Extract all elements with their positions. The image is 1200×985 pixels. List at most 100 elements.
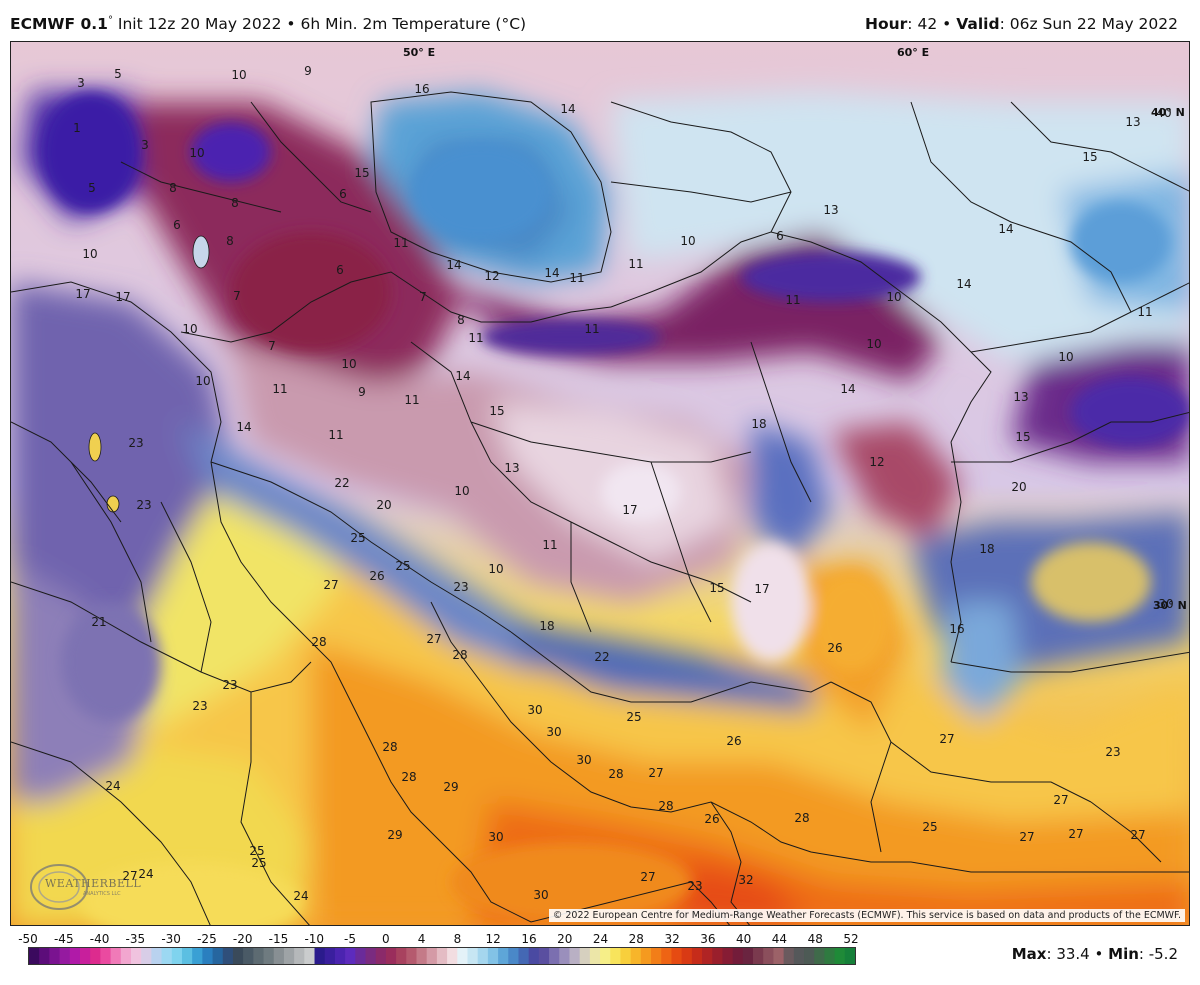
colorbar-gradient bbox=[29, 948, 856, 964]
temperature-value: 14 bbox=[840, 382, 855, 396]
colorbar-swatch bbox=[722, 948, 734, 964]
temperature-value: 24 bbox=[105, 779, 120, 793]
temperature-value: 23 bbox=[687, 879, 702, 893]
temperature-value: 23 bbox=[136, 498, 151, 512]
colorbar-swatch bbox=[640, 948, 652, 964]
temperature-value: 15 bbox=[1082, 150, 1097, 164]
product-name: 6h Min. 2m Temperature (°C) bbox=[300, 15, 527, 33]
map-canvas: 50° E 60° E 40° N 30° N 35 91016141340131… bbox=[11, 42, 1189, 925]
colorbar-swatch bbox=[651, 948, 662, 964]
colorbar-tick-label: 24 bbox=[592, 932, 609, 946]
colorbar-swatch bbox=[253, 948, 265, 964]
temperature-value: 25 bbox=[251, 856, 266, 870]
lat-label-30n: 30° N bbox=[1153, 599, 1187, 612]
temperature-value: 10 bbox=[231, 68, 246, 82]
colorbar-swatch bbox=[263, 948, 275, 964]
colorbar-swatch bbox=[232, 948, 244, 964]
temperature-value: 20 bbox=[1011, 480, 1026, 494]
temperature-value: 17 bbox=[115, 290, 130, 304]
temperature-value: 13 bbox=[504, 461, 519, 475]
colorbar-swatch bbox=[120, 948, 132, 964]
colorbar-swatch bbox=[29, 948, 40, 964]
temperature-value: 27 bbox=[1068, 827, 1083, 841]
temperature-value: 23 bbox=[453, 580, 468, 594]
temperature-value: 30 bbox=[546, 725, 561, 739]
temperature-value: 9 bbox=[358, 385, 366, 399]
lon-label-60e: 60° E bbox=[897, 46, 929, 59]
temperature-value: 6 bbox=[173, 218, 181, 232]
temperature-value: 10 bbox=[454, 484, 469, 498]
temperature-value: 15 bbox=[489, 404, 504, 418]
temperature-value: 6 bbox=[776, 229, 784, 243]
temperature-value: 3 bbox=[141, 138, 149, 152]
valid-label: Valid bbox=[956, 15, 1000, 33]
colorbar-swatch bbox=[579, 948, 591, 964]
colorbar-swatch bbox=[304, 948, 316, 964]
lon-label-50e: 50° E bbox=[403, 46, 435, 59]
colorbar-swatch bbox=[90, 948, 101, 964]
colorbar-swatch bbox=[834, 948, 846, 964]
temperature-value: 14 bbox=[455, 369, 470, 383]
temperature-value: 17 bbox=[622, 503, 637, 517]
temperature-value: 3 bbox=[77, 76, 85, 90]
colorbar-swatch bbox=[457, 948, 469, 964]
colorbar-swatch bbox=[681, 948, 693, 964]
colorbar-swatch bbox=[569, 948, 581, 964]
temperature-value: 11 bbox=[584, 322, 599, 336]
temperature-value: 30 bbox=[1158, 597, 1173, 611]
colorbar-tick-label: 28 bbox=[628, 932, 644, 946]
temperature-value: 30 bbox=[533, 888, 548, 902]
temperature-value: 10 bbox=[488, 562, 503, 576]
colorbar-swatch bbox=[141, 948, 152, 964]
inland-water bbox=[88, 91, 612, 513]
temperature-value: 20 bbox=[376, 498, 391, 512]
colorbar-swatch bbox=[661, 948, 673, 964]
temperature-value: 27 bbox=[939, 732, 954, 746]
colorbar-swatch bbox=[110, 948, 122, 964]
temperature-value: 10 bbox=[866, 337, 881, 351]
colorbar-tick-label: 12 bbox=[485, 932, 501, 946]
temperature-value: 15 bbox=[1015, 430, 1030, 444]
temperature-value: 21 bbox=[91, 615, 106, 629]
temperature-map[interactable]: 50° E 60° E 40° N 30° N 3 5 9 10 16 14 13 40 1 3 1… bbox=[10, 41, 1190, 926]
temperature-value: 14 bbox=[956, 277, 971, 291]
colorbar-swatch bbox=[436, 948, 448, 964]
temperature-value: 12 bbox=[869, 455, 884, 469]
colorbar-swatch bbox=[161, 948, 173, 964]
colorbar-swatch bbox=[549, 948, 560, 964]
temperature-value: 18 bbox=[539, 619, 554, 633]
temperature-value: 13 bbox=[823, 203, 838, 217]
colorbar-swatch bbox=[334, 948, 346, 964]
colorbar-swatch bbox=[732, 948, 744, 964]
temperature-value: 17 bbox=[75, 287, 90, 301]
hour-value: 42 bbox=[917, 15, 938, 33]
colorbar-swatch bbox=[355, 948, 367, 964]
lat-label-40n: 40° N bbox=[1151, 106, 1185, 119]
temperature-value: 10 bbox=[182, 322, 197, 336]
temperature-value: 11 bbox=[328, 428, 343, 442]
colorbar-swatch bbox=[100, 948, 112, 964]
temperature-value: 28 bbox=[452, 648, 467, 662]
temperature-value: 27 bbox=[648, 766, 663, 780]
temperature-value: 10 bbox=[189, 146, 204, 160]
temperature-value: 30 bbox=[488, 830, 503, 844]
colorbar-tick-label: -20 bbox=[232, 932, 253, 946]
colorbar-swatch bbox=[844, 948, 856, 964]
colorbar-swatch bbox=[814, 948, 826, 964]
temperature-detail bbox=[41, 92, 1189, 925]
temperature-value: 18 bbox=[751, 417, 766, 431]
temperature-value: 26 bbox=[704, 812, 719, 826]
temperature-value: 24 bbox=[293, 889, 308, 903]
temperature-value: 11 bbox=[569, 271, 584, 285]
temperature-value: 6 bbox=[336, 263, 344, 277]
temperature-value: 8 bbox=[231, 196, 239, 210]
temperature-value: 28 bbox=[311, 635, 326, 649]
colorbar-swatch bbox=[202, 948, 214, 964]
colorbar-swatch bbox=[630, 948, 642, 964]
colorbar-tick-label: 16 bbox=[521, 932, 537, 946]
temperature-value: 27 bbox=[1019, 830, 1034, 844]
header-bar: ECMWF 0.1° Init 12z 20 May 2022 • 6h Min… bbox=[0, 0, 1200, 40]
degree-mark: ° bbox=[107, 15, 113, 26]
colorbar-swatch bbox=[773, 948, 785, 964]
